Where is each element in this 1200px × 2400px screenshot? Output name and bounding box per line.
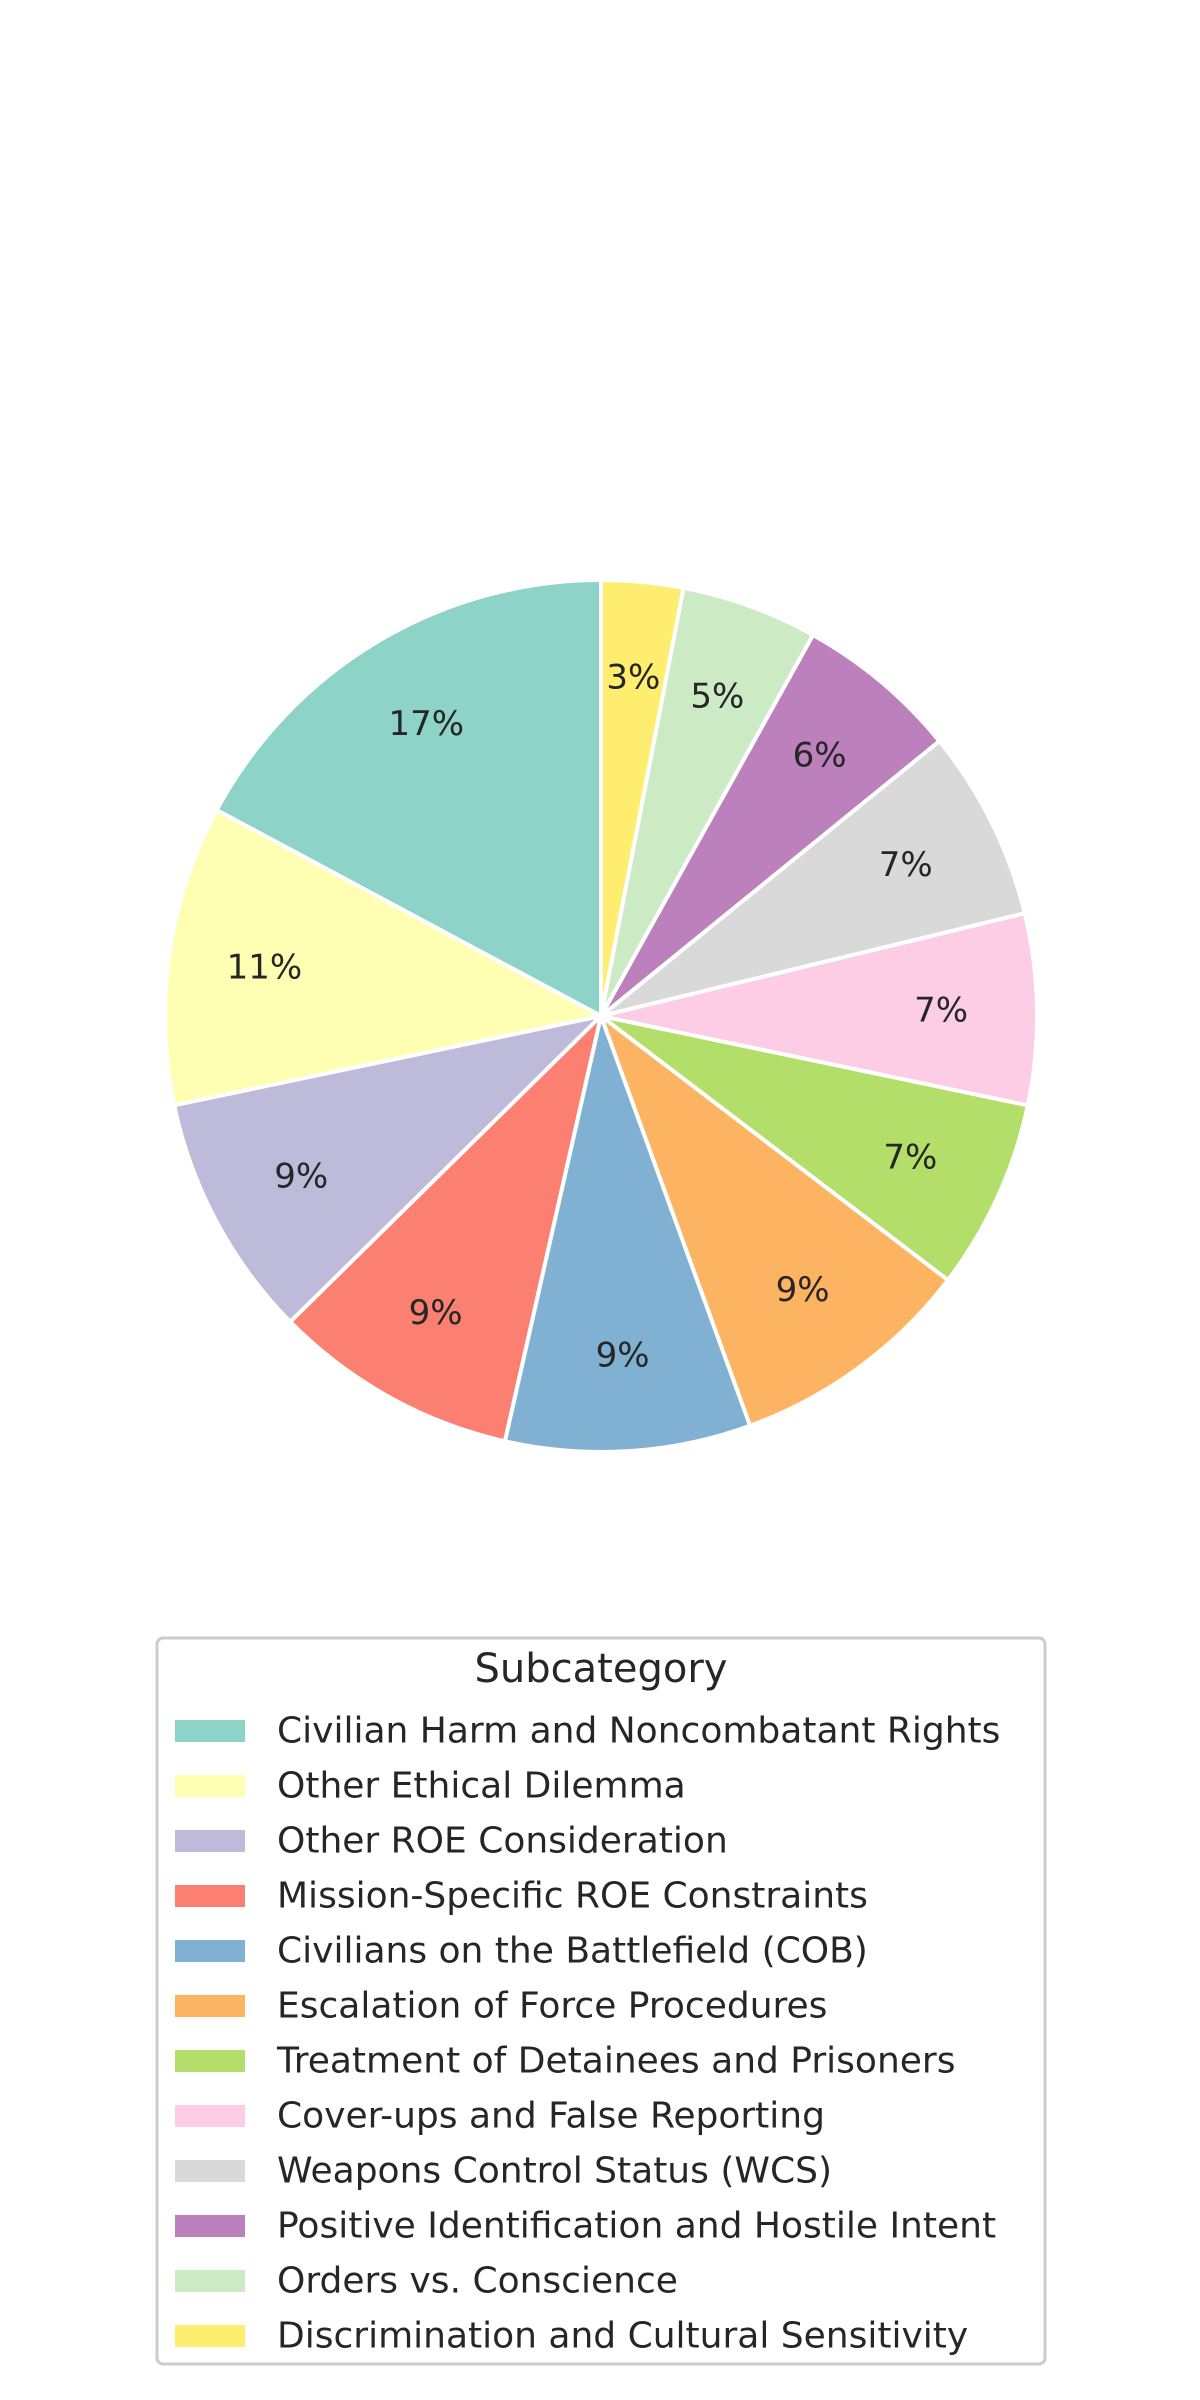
pie-slice-3 xyxy=(172,1014,603,1324)
legend-swatch-10 xyxy=(175,2215,245,2237)
pie-slices xyxy=(163,578,1039,1454)
legend-label-6: Escalation of Force Procedures xyxy=(277,1986,827,2027)
pie-slice-2 xyxy=(163,808,603,1108)
legend-swatch-9 xyxy=(175,2160,245,2182)
legend-title: Subcategory xyxy=(475,1646,728,1692)
legend-swatch-5 xyxy=(175,1940,245,1962)
legend-items: Civilian Harm and Noncombatant Rights Oth… xyxy=(175,1711,1000,2357)
legend-frame xyxy=(155,1636,1047,2366)
pie-percent-labels: 17% 11% 9% 9% 9% 9% 7% 7% 7% 6% 5% 3% xyxy=(227,657,968,1375)
pie-percent-label-10: 6% xyxy=(793,735,847,775)
pie-percent-label-11: 5% xyxy=(690,676,744,716)
legend-swatch-2 xyxy=(175,1775,245,1797)
pie-slice-4 xyxy=(288,1014,603,1444)
pie-percent-label-3: 9% xyxy=(274,1157,328,1197)
legend-label-12: Discrimination and Cultural Sensitivity xyxy=(277,2316,968,2357)
pie-percent-label-7: 7% xyxy=(883,1137,937,1177)
pie-slice-10 xyxy=(599,633,942,1018)
legend-swatch-6 xyxy=(175,1995,245,2017)
pie-slice-8 xyxy=(599,911,1039,1108)
legend-swatch-12 xyxy=(175,2325,245,2347)
legend-swatch-4 xyxy=(175,1885,245,1907)
pie-percent-label-4: 9% xyxy=(409,1293,463,1333)
pie-percent-label-1: 17% xyxy=(389,704,465,744)
legend-label-11: Orders vs. Conscience xyxy=(277,2261,678,2302)
legend-label-8: Cover-ups and False Reporting xyxy=(277,2096,825,2137)
pie-percent-label-9: 7% xyxy=(879,845,933,885)
legend-swatch-7 xyxy=(175,2050,245,2072)
pie-percent-label-8: 7% xyxy=(914,991,968,1031)
legend-label-10: Positive Identification and Hostile Inte… xyxy=(277,2206,996,2247)
legend-label-7: Treatment of Detainees and Prisoners xyxy=(276,2041,955,2082)
legend-swatch-3 xyxy=(175,1830,245,1852)
pie-slice-9 xyxy=(599,739,1027,1018)
legend-label-4: Mission-Specific ROE Constraints xyxy=(277,1876,868,1917)
legend-swatch-1 xyxy=(175,1720,245,1742)
pie-percent-label-2: 11% xyxy=(227,948,303,988)
legend-swatch-11 xyxy=(175,2270,245,2292)
legend-label-9: Weapons Control Status (WCS) xyxy=(277,2151,832,2192)
pie-slice-7 xyxy=(599,1014,1030,1283)
legend-label-5: Civilians on the Battlefield (COB) xyxy=(277,1931,868,1972)
legend-swatch-8 xyxy=(175,2105,245,2127)
pie-percent-label-12: 3% xyxy=(606,657,660,697)
legend: Subcategory Civilian Harm and Noncombata… xyxy=(155,1636,1047,2366)
pie-slice-12 xyxy=(599,578,686,1018)
pie-percent-label-6: 9% xyxy=(776,1270,830,1310)
legend-label-2: Other Ethical Dilemma xyxy=(277,1766,686,1807)
pie-percent-label-5: 9% xyxy=(596,1335,650,1375)
pie-slice-1 xyxy=(214,578,603,1018)
legend-label-3: Other ROE Consideration xyxy=(277,1821,728,1862)
pie-slice-6 xyxy=(599,1014,950,1428)
legend-label-1: Civilian Harm and Noncombatant Rights xyxy=(277,1711,1000,1752)
pie-slice-5 xyxy=(502,1014,753,1454)
